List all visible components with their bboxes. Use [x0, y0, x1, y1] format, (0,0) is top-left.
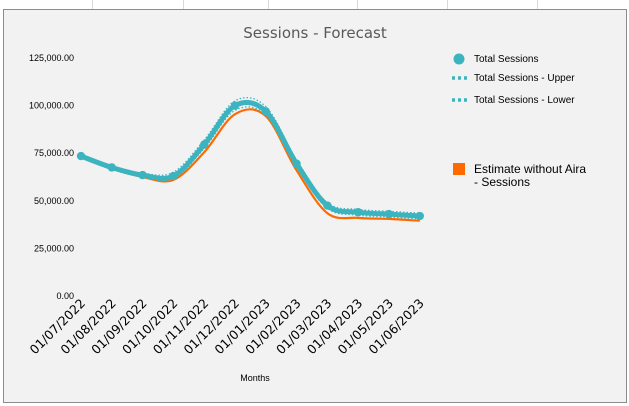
chart-area[interactable]	[3, 9, 627, 403]
data-point	[415, 211, 424, 221]
series-line-2	[80, 106, 420, 220]
data-point	[200, 140, 209, 149]
legend-label: Total Sessions - Lower	[474, 95, 575, 106]
data-point	[169, 171, 178, 181]
sheet-gridline	[447, 0, 448, 9]
sheet-gridline	[268, 0, 269, 9]
x-axis-label: Months	[240, 373, 270, 383]
sheet-gridline	[537, 0, 538, 9]
sheet-gridline	[92, 0, 93, 9]
data-point	[384, 209, 394, 219]
legend-label: Total Sessions - Upper	[474, 73, 575, 84]
legend: Total Sessions Total Sessions - Upper Tota…	[452, 53, 586, 189]
y-axis: 0.00 25,000.00 50,000.00 75,000.00 100,000.0…	[29, 53, 74, 301]
legend-label: - Sessions	[474, 175, 530, 189]
y-tick-label: 125,000.00	[29, 53, 74, 63]
series-line-1	[80, 96, 420, 214]
series-line-0	[80, 99, 420, 219]
data-point	[230, 101, 240, 110]
y-tick-label: 0.00	[56, 291, 74, 301]
y-tick-label: 25,000.00	[34, 243, 74, 253]
data-point	[138, 170, 147, 180]
data-point	[76, 151, 86, 161]
y-tick-label: 100,000.00	[29, 101, 74, 111]
legend-label: Total Sessions	[474, 54, 538, 65]
data-point	[354, 208, 363, 217]
series-line-3	[80, 108, 420, 222]
data-point	[261, 107, 270, 116]
legend-marker	[453, 53, 465, 65]
sheet-gridline	[183, 0, 184, 9]
x-axis: 01/07/202201/08/202201/09/202201/10/2022…	[27, 296, 427, 358]
y-tick-label: 75,000.00	[34, 148, 74, 158]
legend-marker	[453, 163, 465, 175]
legend-label: Estimate without Aira	[474, 162, 586, 176]
chart-title: Sessions - Forecast	[243, 24, 387, 42]
y-tick-label: 50,000.00	[34, 196, 74, 206]
data-point	[323, 201, 332, 210]
data-point	[292, 159, 301, 168]
sheet-grid-strip	[0, 0, 629, 9]
data-point	[107, 163, 117, 172]
sheet-gridline	[357, 0, 358, 9]
plot-area	[76, 96, 424, 222]
